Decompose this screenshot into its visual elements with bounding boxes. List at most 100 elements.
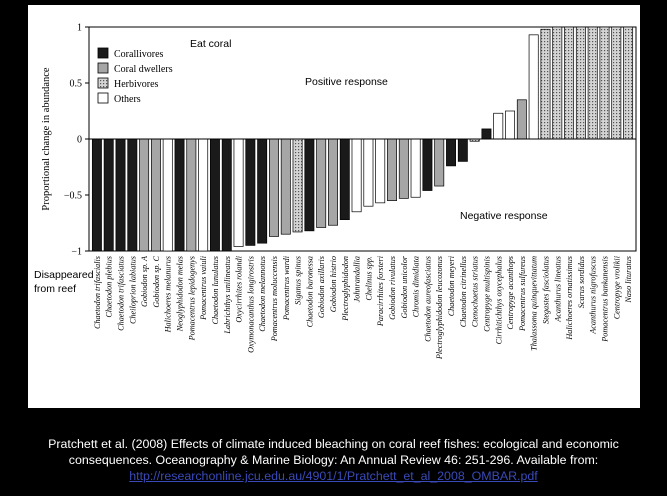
x-tick-label: Centropyge vrolikii — [612, 255, 621, 319]
bar — [457, 138, 468, 162]
bar — [245, 138, 256, 246]
legend-label: Others — [114, 94, 141, 105]
bar — [564, 26, 575, 140]
x-tick-label: Labrichthys unilineatus — [223, 256, 232, 335]
x-tick-label: Plectroglyphidodon leucozonus — [435, 256, 444, 360]
x-tick-label: Cirrhitichthys oxycephalus — [494, 256, 503, 344]
bar — [174, 138, 185, 252]
x-tick-label: Chaetodon citrinellus — [459, 256, 468, 327]
x-tick-label: Chaetodon aureofasciatus — [423, 256, 432, 342]
bar — [599, 26, 610, 140]
y-axis: 1 0.5 0 −0.5 −1 Proportional change in abunda… — [41, 23, 89, 258]
x-tick-label: Halichoeres melanurus — [164, 256, 173, 333]
bar — [339, 138, 350, 220]
y-tick-label: 1 — [77, 23, 82, 34]
disappeared-line-2: from reef — [34, 283, 77, 295]
x-tick-label: Paracirrhites forsteri — [376, 255, 385, 327]
x-tick-label: Scarus sordidus — [577, 256, 586, 308]
x-tick-label: Acanthurus lineatus — [553, 256, 562, 323]
legend-label: Coral dwellers — [114, 64, 173, 75]
x-tick-label: Chelinus spp. — [364, 256, 373, 301]
bar — [233, 138, 244, 247]
x-tick-label: Centropyge multispinis — [482, 256, 491, 332]
x-tick-label: Acanthurus nigrofuscus — [589, 256, 598, 335]
x-tick-label: Neoglyphidodon melas — [176, 256, 185, 332]
x-tick-label: Chaetodon trifasciatus — [117, 256, 126, 331]
bar — [552, 26, 563, 140]
citation-link[interactable]: http://researchonline.jcu.edu.au/4901/1/… — [129, 469, 538, 483]
legend-label: Corallivores — [114, 49, 164, 60]
bar — [221, 138, 232, 252]
x-tick-label: Ctenochaetus striatus — [471, 256, 480, 327]
x-tick-label: Pomacentrus sulfureus — [518, 256, 527, 332]
bar — [91, 138, 102, 252]
bar — [127, 138, 138, 252]
y-axis-label: Proportional change in abundance — [41, 67, 52, 210]
x-axis-labels: Chaetodon trifascialis Chaetodon plebius C… — [93, 255, 633, 360]
bar — [575, 26, 586, 140]
disappeared-annotation: Disappeared from reef — [34, 268, 94, 296]
x-tick-label: Chaetodon lunulatus — [211, 256, 220, 324]
x-tick-label: Gobiodon histrio — [329, 256, 338, 312]
x-tick-label: Chaetodon meyeri — [447, 255, 456, 316]
bar — [363, 138, 374, 207]
x-tick-label: Gobiodon sp. C — [152, 255, 161, 307]
x-tick-label: Naso lituratus — [624, 256, 633, 304]
x-tick-label: Halichoeres ornatissimus — [565, 256, 574, 341]
bar — [434, 138, 445, 187]
legend-swatch — [97, 92, 109, 104]
citation-caption: Pratchett et al. (2008) Effects of clima… — [0, 436, 667, 484]
bar — [398, 138, 409, 199]
bar — [351, 138, 362, 213]
bar — [198, 138, 209, 252]
x-tick-label: Chromis dimidiata — [412, 256, 421, 317]
bar — [269, 138, 279, 237]
legend-label: Herbivores — [114, 79, 159, 90]
x-tick-label: Gobiodon rivulatus — [388, 256, 397, 320]
bar — [328, 138, 338, 226]
x-tick-label: Oxycirrhites rolandi — [235, 255, 244, 322]
bar — [505, 110, 516, 140]
bar — [481, 128, 492, 140]
legend-swatch — [97, 47, 109, 59]
citation-line-2: consequences. Oceanography & Marine Biol… — [68, 453, 599, 467]
x-tick-label: Pomacentrus lepidogenys — [187, 256, 196, 341]
x-tick-label: Pomacentrus vaiuli — [199, 255, 208, 321]
positive-response-annotation: Positive response — [305, 76, 388, 88]
bar — [115, 138, 126, 252]
x-tick-label: Oxymonacanthus longirostris — [246, 256, 255, 353]
bar — [186, 138, 197, 252]
x-tick-label: Chaetodon melannotus — [258, 256, 267, 332]
bar — [139, 138, 150, 252]
x-tick-label: Chaetodon baronessa — [305, 256, 314, 327]
x-tick-label: Johnrandallia — [353, 256, 362, 302]
bar — [410, 138, 421, 198]
bar-chart: 1 0.5 0 −0.5 −1 Proportional change in abunda… — [41, 23, 637, 360]
x-tick-label: Siganus spinus — [294, 256, 303, 305]
bar — [387, 138, 397, 201]
x-tick-label: Cheiloprion labiatus — [128, 256, 137, 324]
bar — [422, 138, 433, 191]
legend-swatch — [97, 62, 109, 74]
bar — [493, 112, 504, 140]
x-tick-label: Chaetodon trifascialis — [93, 256, 102, 329]
bar — [304, 138, 315, 232]
legend: Corallivores Coral dwellers Herbivores Othe… — [97, 47, 173, 105]
bar — [611, 26, 622, 140]
bar — [623, 26, 634, 140]
bar — [587, 26, 598, 140]
x-tick-label: Plectroglyphidodon — [341, 256, 350, 322]
x-tick-label: Pomacentrus moluccensis — [270, 256, 279, 342]
plot-area — [88, 26, 637, 252]
bar — [209, 138, 220, 252]
y-tick-label: −0.5 — [64, 191, 82, 202]
bar — [516, 99, 527, 140]
bar — [375, 138, 386, 204]
eat-coral-annotation: Eat coral — [190, 38, 232, 50]
x-tick-label: Pomacentrus wardi — [282, 255, 291, 321]
bar — [540, 28, 551, 140]
bar — [280, 138, 291, 235]
y-tick-label: 0 — [77, 135, 82, 146]
bar — [528, 34, 539, 140]
bar — [292, 138, 303, 233]
